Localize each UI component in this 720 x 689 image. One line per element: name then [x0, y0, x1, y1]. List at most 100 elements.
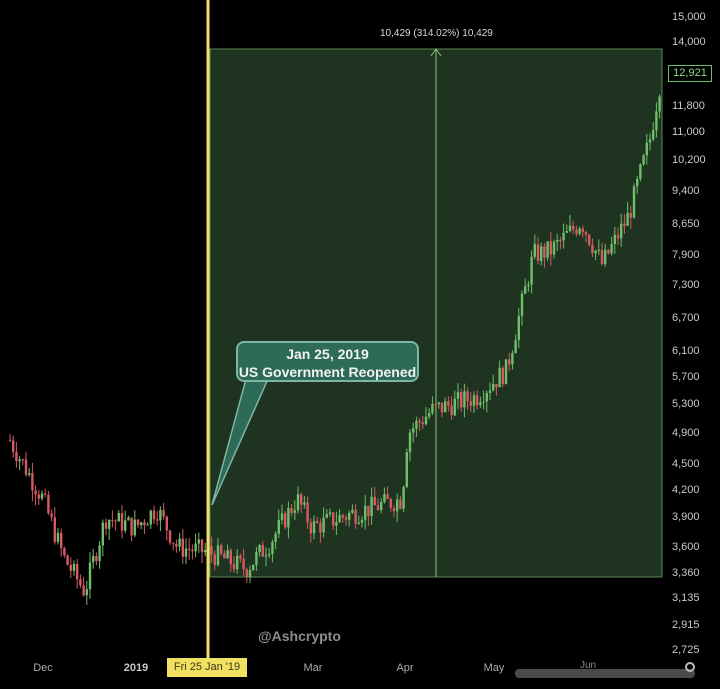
- y-tick: 3,900: [672, 511, 700, 523]
- candle: [348, 512, 351, 520]
- candle: [31, 473, 34, 491]
- y-tick: 11,000: [672, 126, 705, 138]
- y-tick: 14,000: [672, 36, 706, 48]
- candle: [469, 401, 472, 406]
- candle: [344, 517, 348, 520]
- candle: [56, 532, 60, 542]
- candle: [360, 519, 364, 523]
- candle: [584, 231, 588, 235]
- candle: [357, 522, 360, 524]
- settings-gear-icon[interactable]: [685, 662, 695, 672]
- candle: [376, 505, 380, 511]
- candle: [431, 404, 434, 413]
- candle: [229, 550, 232, 565]
- candle: [296, 494, 300, 511]
- candle: [303, 502, 306, 505]
- candle: [264, 555, 268, 557]
- x-tick-apr: Apr: [396, 662, 414, 674]
- y-tick: 4,200: [672, 484, 700, 496]
- candle: [88, 562, 92, 590]
- x-tick-dec: Dec: [33, 662, 53, 674]
- candle: [309, 522, 312, 534]
- candle: [268, 553, 271, 556]
- candle: [220, 545, 223, 554]
- candle: [575, 229, 578, 234]
- candle: [610, 244, 613, 254]
- candle: [629, 212, 632, 218]
- candle: [293, 510, 296, 513]
- candle: [476, 395, 479, 406]
- candle: [623, 223, 626, 226]
- candle: [578, 228, 581, 234]
- candle: [277, 519, 280, 534]
- candle: [24, 459, 28, 475]
- candle: [194, 543, 197, 552]
- annotation-text: US Government Reopened: [238, 364, 417, 380]
- candle: [200, 539, 204, 553]
- time-scrollbar[interactable]: [515, 669, 695, 678]
- candle: [63, 548, 66, 556]
- candle: [408, 432, 412, 453]
- candle: [156, 519, 159, 521]
- candle: [300, 494, 303, 505]
- candle: [383, 494, 386, 503]
- candle: [626, 212, 629, 226]
- candle: [648, 139, 652, 143]
- candle: [428, 412, 431, 417]
- candle: [210, 546, 213, 555]
- candle: [332, 512, 335, 526]
- candle: [354, 509, 357, 524]
- y-tick: 5,300: [672, 398, 700, 410]
- candle: [325, 514, 328, 518]
- candle: [143, 522, 146, 526]
- candle: [434, 404, 437, 406]
- candle: [386, 494, 389, 500]
- candle: [392, 507, 396, 512]
- candle: [597, 249, 600, 251]
- candle: [28, 473, 31, 475]
- candle: [127, 517, 130, 521]
- candle: [511, 353, 514, 365]
- current-price-tag: 12,921: [668, 65, 712, 82]
- candle: [101, 522, 104, 546]
- candle: [165, 516, 168, 531]
- candle: [226, 550, 229, 559]
- candle: [546, 241, 549, 258]
- x-tick-may: May: [483, 662, 505, 674]
- candle: [306, 502, 309, 523]
- candle: [460, 392, 463, 408]
- candle: [437, 402, 440, 405]
- candle: [556, 240, 559, 242]
- candle: [44, 493, 47, 495]
- candle: [632, 186, 636, 218]
- candle: [581, 228, 584, 232]
- candle: [565, 231, 568, 233]
- candle: [658, 96, 661, 112]
- candle: [197, 539, 200, 544]
- y-tick: 2,725: [672, 644, 700, 656]
- y-tick: 7,300: [672, 279, 700, 291]
- y-tick: 2,915: [672, 619, 700, 631]
- candle: [453, 398, 456, 416]
- candle: [274, 533, 277, 543]
- candle: [60, 532, 63, 549]
- candle: [421, 422, 424, 425]
- y-tick: 4,900: [672, 427, 700, 439]
- candle: [204, 549, 207, 553]
- candle: [389, 499, 392, 508]
- candle: [133, 519, 136, 536]
- candle: [424, 416, 428, 425]
- candle: [85, 589, 88, 596]
- candle: [485, 393, 488, 402]
- candle: [495, 383, 498, 388]
- candle: [53, 517, 56, 542]
- candle: [146, 524, 149, 526]
- x-tick-jun: Jun: [580, 660, 597, 671]
- candle: [517, 315, 520, 341]
- candle: [636, 178, 639, 187]
- candle: [530, 256, 533, 285]
- x-tick-mar: Mar: [303, 662, 323, 674]
- candle: [652, 130, 655, 140]
- candle: [402, 486, 405, 509]
